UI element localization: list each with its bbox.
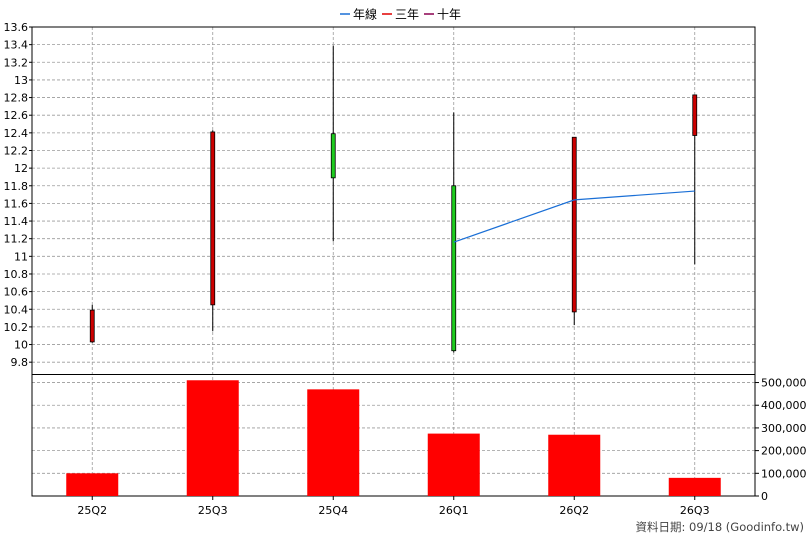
- volume-tick-label-4: 400,000: [761, 399, 807, 412]
- volume-tick-label-2: 200,000: [761, 445, 807, 458]
- volume-bar-25Q2: [66, 473, 119, 496]
- price-tick-label-10: 11.8: [4, 180, 29, 193]
- volume-tick-label-3: 300,000: [761, 422, 807, 435]
- price-tick-label-6: 11: [14, 250, 28, 263]
- grid-lines: [32, 26, 755, 496]
- legend-label-0: 年線: [353, 7, 377, 22]
- volume-bar-26Q3: [668, 477, 721, 496]
- price-tick-label-8: 11.4: [4, 215, 29, 228]
- legend: 年線 三年 十年: [340, 7, 461, 22]
- candle-body-26Q1: [451, 185, 457, 352]
- price-tick-label-19: 13.6: [4, 21, 29, 34]
- price-tick-label-5: 10.8: [4, 268, 29, 281]
- price-tick-label-0: 9.8: [11, 356, 29, 369]
- price-tick-label-1: 10: [14, 339, 28, 352]
- price-tick-label-2: 10.2: [4, 321, 29, 334]
- price-axis: 9.8 10 10.2 10.4 10.6 10.8 11 11.2 11.4 11.6 11.8 1…: [4, 21, 32, 369]
- x-tick-label-25Q3: 25Q3: [198, 504, 228, 517]
- candle-body-26Q2: [571, 136, 577, 313]
- volume-bar-25Q4: [307, 389, 360, 496]
- data-date-credit: 資料日期: 09/18 (Goodinfo.tw): [635, 520, 804, 534]
- x-tick-label-26Q2: 26Q2: [559, 504, 589, 517]
- legend-label-2: 十年: [437, 8, 461, 22]
- candlestick-series: [89, 45, 698, 353]
- x-axis: 25Q2 25Q3 25Q4 26Q1 26Q2 26Q3: [77, 496, 710, 517]
- annual-line-series: [453, 190, 695, 243]
- x-tick-label-25Q2: 25Q2: [77, 504, 107, 517]
- volume-axis: 0 100,000 200,000 300,000 400,000 500,000: [755, 377, 807, 503]
- candle-body-25Q2: [89, 309, 95, 343]
- price-tick-label-12: 12.2: [4, 144, 29, 157]
- price-tick-label-17: 13.2: [4, 56, 29, 69]
- plot-border: [31, 26, 756, 497]
- price-tick-label-14: 12.6: [4, 109, 29, 122]
- volume-bar-26Q2: [548, 434, 601, 496]
- price-tick-label-4: 10.6: [4, 286, 29, 299]
- price-tick-label-7: 11.2: [4, 233, 29, 246]
- x-tick-label-25Q4: 25Q4: [318, 504, 348, 517]
- price-tick-label-11: 12: [14, 162, 28, 175]
- price-tick-label-15: 12.8: [4, 92, 29, 105]
- legend-label-1: 三年: [395, 8, 419, 22]
- volume-bar-26Q1: [427, 433, 480, 496]
- volume-tick-label-5: 500,000: [761, 377, 807, 390]
- price-tick-label-18: 13.4: [4, 39, 29, 52]
- volume-bar-25Q3: [186, 380, 239, 496]
- price-tick-label-16: 13: [14, 74, 28, 87]
- x-tick-label-26Q1: 26Q1: [439, 504, 469, 517]
- price-tick-label-9: 11.6: [4, 197, 29, 210]
- plot-frame: [31, 26, 756, 497]
- price-tick-label-3: 10.4: [4, 303, 29, 316]
- x-tick-label-26Q3: 26Q3: [680, 504, 710, 517]
- candle-body-25Q3: [210, 131, 216, 306]
- volume-tick-label-0: 0: [761, 490, 768, 503]
- candle-body-26Q3: [692, 94, 698, 136]
- annual-line: [453, 190, 695, 243]
- candle-body-25Q4: [330, 133, 336, 179]
- volume-tick-label-1: 100,000: [761, 467, 807, 480]
- price-tick-label-13: 12.4: [4, 127, 29, 140]
- volume-series: [66, 380, 721, 496]
